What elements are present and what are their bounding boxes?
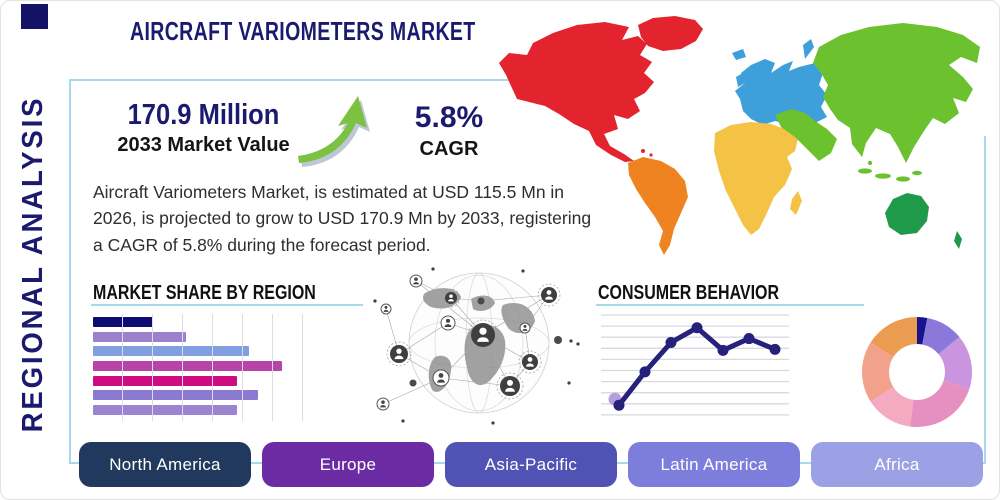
bar-region-3 <box>93 361 282 372</box>
panel-border-left <box>69 79 71 464</box>
panel-border-top <box>69 79 521 81</box>
donut-slice-1 <box>922 317 960 355</box>
donut-slice-5 <box>862 342 894 402</box>
region-button-row: North America Europe Asia-Pacific Latin Ame… <box>79 442 983 487</box>
globe-user-node <box>537 283 561 307</box>
bar-region-6 <box>93 405 237 416</box>
globe-user-node <box>386 341 412 367</box>
line-point-3 <box>691 322 703 334</box>
growth-arrow-icon <box>298 96 370 167</box>
globe-user-node <box>519 322 531 334</box>
bar-region-0 <box>93 317 153 327</box>
bar-region-1 <box>93 331 186 342</box>
donut-slice-3 <box>910 380 970 427</box>
bar-region-2 <box>93 346 249 357</box>
region-button-europe[interactable]: Europe <box>262 442 434 487</box>
line-point-4 <box>717 344 729 356</box>
donut-slice-2 <box>938 336 972 389</box>
panel-border-right <box>984 136 986 464</box>
consumer-behavior-heading: CONSUMER BEHAVIOR <box>598 282 780 304</box>
globe-user-node <box>554 336 562 344</box>
page-title: AIRCRAFT VARIOMETERS MARKET <box>130 16 476 46</box>
globe-user-node <box>409 274 423 288</box>
globe-user-node <box>409 379 417 387</box>
consumer-behavior-line-chart <box>601 314 789 416</box>
globe-user-node <box>380 303 392 315</box>
globe-user-node <box>441 288 461 308</box>
line-point-2 <box>665 336 677 348</box>
globe-user-node <box>518 350 542 374</box>
region-button-asia-pacific[interactable]: Asia-Pacific <box>445 442 617 487</box>
logo-mark <box>21 4 48 29</box>
connected-globe-graphic <box>373 267 580 425</box>
globe-user-node <box>467 319 499 351</box>
market-share-heading-underline <box>91 304 363 306</box>
consumer-behavior-heading-underline <box>596 304 864 306</box>
bar-region-5 <box>93 390 258 401</box>
donut-slice-4 <box>870 387 914 427</box>
line-point-1 <box>639 366 651 378</box>
market-value-caption: 2033 Market Value <box>117 134 290 156</box>
region-button-latin-america[interactable]: Latin America <box>628 442 800 487</box>
region-button-africa[interactable]: Africa <box>811 442 983 487</box>
cagr-stat: 5.8% <box>414 101 484 134</box>
map-greenland <box>638 16 703 51</box>
map-south-america <box>628 157 688 255</box>
donut-slice-0 <box>917 317 928 345</box>
line-point-6 <box>769 343 781 355</box>
donut-slice-6 <box>870 317 917 357</box>
map-asia <box>775 23 980 182</box>
map-africa <box>714 122 802 235</box>
bar-region-4 <box>93 375 237 386</box>
map-north-america <box>499 22 654 162</box>
regional-analysis-vertical-label: REGIONAL ANALYSIS <box>17 95 49 433</box>
line-point-5 <box>743 333 755 345</box>
map-europe <box>732 39 827 125</box>
line-point-0 <box>613 399 625 411</box>
globe-user-node <box>432 369 450 387</box>
region-donut-chart <box>862 317 972 427</box>
globe-user-node <box>496 372 524 400</box>
market-share-heading: MARKET SHARE BY REGION <box>93 282 316 304</box>
map-australia <box>885 193 962 249</box>
market-share-bar-chart <box>93 317 307 420</box>
globe-user-node <box>440 315 456 331</box>
region-button-north-america[interactable]: North America <box>79 442 251 487</box>
cagr-caption: CAGR <box>419 138 479 160</box>
market-value-stat: 170.9 Million <box>127 99 280 131</box>
market-summary-text: Aircraft Variometers Market, is estimate… <box>93 182 592 255</box>
globe-user-node <box>477 297 485 305</box>
world-map <box>499 16 980 255</box>
globe-user-node <box>376 397 390 411</box>
